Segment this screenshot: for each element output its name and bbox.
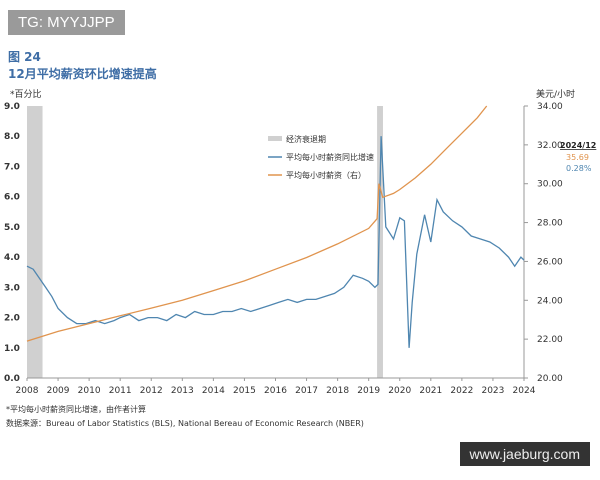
x-tick-label: 2012 [140,386,163,396]
annotation-date: 2024/12 [560,141,596,150]
recession-band [377,106,383,378]
right-tick-label: 24.00 [537,296,563,306]
left-tick-label: 8.0 [4,132,20,142]
x-tick-label: 2013 [171,386,194,396]
legend-recession: 经济衰退期 [286,134,326,144]
left-tick-label: 7.0 [4,162,20,172]
x-tick-label: 2024 [513,386,536,396]
wage-growth-line [26,136,525,348]
left-tick-label: 0.0 [4,374,20,384]
left-tick-label: 5.0 [4,223,20,233]
legend-growth: 平均每小时薪资同比增速 [286,152,374,162]
left-tick-label: 1.0 [4,344,20,354]
x-tick-label: 2016 [264,386,287,396]
right-tick-label: 32.00 [537,141,563,151]
x-tick-label: 2021 [419,386,442,396]
x-tick-label: 2011 [109,386,132,396]
x-tick-label: 2022 [450,386,473,396]
figure-label: 图 24 [8,50,41,64]
right-tick-label: 30.00 [537,180,563,190]
left-tick-label: 3.0 [4,283,20,293]
right-axis-label: 美元/小时 [536,88,575,100]
x-tick-label: 2017 [295,386,318,396]
right-tick-label: 20.00 [537,374,563,384]
source-note: 数据来源：Bureau of Labor Statistics (BLS), N… [6,419,364,428]
x-tick-label: 2010 [78,386,101,396]
left-tick-label: 2.0 [4,314,20,324]
left-tick-label: 4.0 [4,253,20,263]
right-tick-label: 22.00 [537,335,563,345]
legend: 经济衰退期 平均每小时薪资同比增速 平均每小时薪资（右） [268,134,374,180]
left-tick-label: 9.0 [4,102,20,112]
x-tick-label: 2014 [202,386,225,396]
footnote: *平均每小时薪资同比增速，由作者计算 [6,405,146,414]
left-axis-label: *百分比 [10,88,42,100]
legend-swatch-recession [268,136,282,141]
legend-wage: 平均每小时薪资（右） [286,170,366,180]
x-tick-label: 2008 [16,386,39,396]
x-tick-label: 2019 [357,386,380,396]
x-tick-label: 2020 [388,386,411,396]
watermark-top: TG: MYYJJPP [8,10,125,35]
right-tick-label: 34.00 [537,102,563,112]
chart-title: 12月平均薪资环比增速提高 [8,67,157,81]
left-tick-label: 6.0 [4,193,20,203]
x-tick-label: 2018 [326,386,349,396]
wage-line [26,105,488,342]
x-tick-label: 2009 [47,386,70,396]
x-tick-label: 2023 [481,386,504,396]
annotation-wage: 35.69 [566,153,589,162]
annotation-growth: 0.28% [566,164,592,173]
right-tick-label: 26.00 [537,257,563,267]
watermark-bottom: www.jaeburg.com [459,442,590,466]
x-tick-label: 2015 [233,386,256,396]
right-tick-label: 28.00 [537,219,563,229]
recession-band [27,106,43,378]
